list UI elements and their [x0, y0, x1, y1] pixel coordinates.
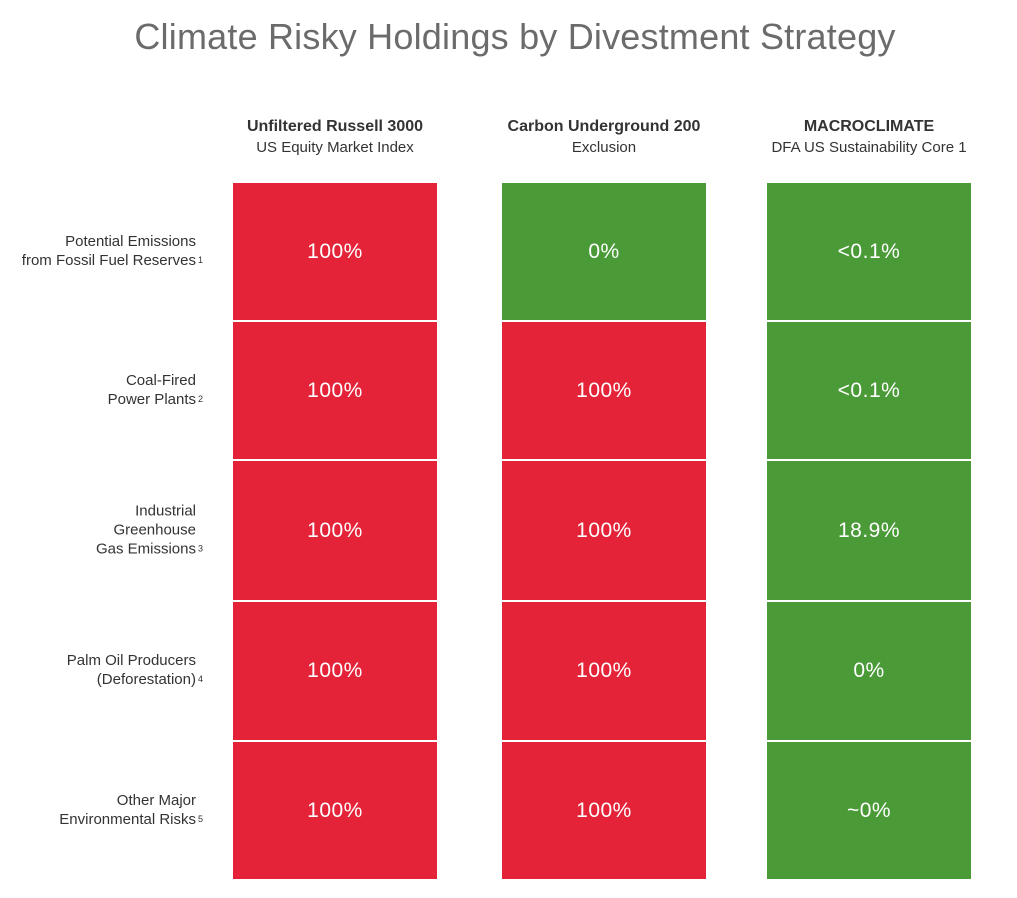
footnote-marker: 4: [198, 674, 204, 684]
column-header-name: Unfiltered Russell 3000: [246, 118, 424, 135]
row-label-line: Industrial: [135, 502, 196, 519]
column-header-subtitle: US Equity Market Index: [256, 139, 414, 156]
value-cell: 0%: [502, 183, 706, 320]
row-label-line: Greenhouse: [113, 521, 196, 538]
value-cell: 100%: [233, 322, 437, 459]
value-label: 100%: [576, 378, 632, 402]
column-header: Unfiltered Russell 3000 US Equity Market …: [205, 116, 465, 158]
row-label-line: Palm Oil Producers: [66, 652, 196, 669]
value-cell: <0.1%: [767, 322, 971, 459]
footnote-marker: 5: [198, 813, 204, 824]
value-cell: 0%: [767, 602, 971, 740]
value-label: 100%: [307, 378, 363, 402]
value-label: 100%: [307, 518, 363, 542]
value-cell: 18.9%: [767, 461, 971, 600]
value-label: 100%: [576, 798, 632, 822]
footnote-marker: 1: [198, 254, 204, 265]
value-label: ~0%: [846, 798, 892, 822]
value-cell: 100%: [233, 742, 437, 879]
value-label: 100%: [576, 518, 632, 542]
column-header-subtitle: DFA US Sustainability Core 1: [771, 139, 967, 156]
row-label-line: Other Major: [116, 791, 196, 809]
value-cell: ~0%: [767, 742, 971, 879]
footnote-marker: 3: [198, 543, 204, 553]
value-label: 18.9%: [837, 518, 901, 542]
row-label-line: Environmental Risks 5: [59, 810, 204, 828]
value-label: 100%: [307, 239, 363, 263]
value-label: 100%: [307, 798, 363, 822]
row-label-line: Gas Emissions 3: [95, 540, 204, 557]
value-cell: 100%: [502, 602, 706, 740]
value-cell: 100%: [502, 322, 706, 459]
value-cell: 100%: [233, 602, 437, 740]
value-label: 0%: [853, 659, 885, 682]
value-label: 100%: [307, 659, 363, 682]
column-header: Carbon Underground 200 Exclusion: [474, 116, 734, 158]
value-cell: 100%: [502, 461, 706, 600]
row-label-line: Coal-Fired: [125, 371, 196, 389]
footnote-marker: 2: [198, 393, 204, 404]
value-label: 0%: [588, 239, 620, 263]
value-cell: <0.1%: [767, 183, 971, 320]
value-cell: 100%: [502, 742, 706, 879]
row-label-line: from Fossil Fuel Reserves 1: [21, 251, 204, 269]
chart-title: Climate Risky Holdings by Divestment Str…: [134, 16, 896, 57]
row-label-line: (Deforestation) 4: [96, 671, 204, 688]
value-label: 100%: [576, 659, 632, 682]
value-cell: 100%: [233, 183, 437, 320]
row-label-line: Power Plants 2: [107, 390, 204, 408]
column-header-name: Carbon Underground 200: [507, 118, 701, 135]
column-header: MACROCLIMATE DFA US Sustainability Core 1: [739, 116, 999, 158]
row-label-line: Potential Emissions: [65, 232, 196, 250]
value-cell: 100%: [233, 461, 437, 600]
value-label: <0.1%: [837, 239, 901, 263]
column-header-subtitle: Exclusion: [571, 139, 637, 156]
value-label: <0.1%: [837, 378, 901, 402]
column-header-name: MACROCLIMATE: [803, 118, 935, 135]
